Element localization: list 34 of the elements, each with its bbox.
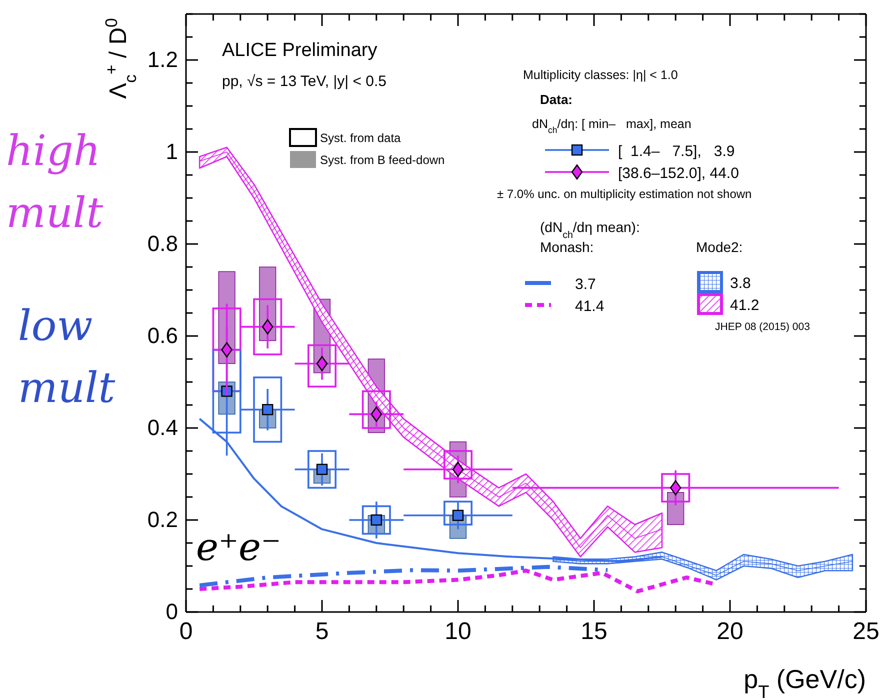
legend-label: 3.8 (730, 275, 751, 292)
text: low mult (18, 301, 116, 412)
annotation: ± 7.0% unc. on multiplicity estimation not shown (497, 187, 752, 201)
x-tick-label: 20 (716, 618, 744, 646)
annotation: (dN$_{ch}$/dη mean): (540, 219, 640, 240)
annotation: Mode2: (696, 239, 743, 255)
x-axis-title: p$_{T}$ (GeV/c) (744, 664, 866, 700)
y-tick-label: 1.2 (147, 47, 178, 72)
x-tick-label: 10 (444, 618, 472, 646)
legend-label: 41.4 (575, 298, 604, 315)
x-tick-label: 25 (852, 618, 880, 646)
x-tick-label: 15 (580, 618, 608, 646)
annotation: pp, √s = 13 TeV, |y| < 0.5 (222, 73, 386, 90)
x-tick-label: 5 (315, 618, 329, 646)
y-tick-label: 0.4 (147, 415, 178, 440)
y-tick-label: 1 (166, 139, 178, 164)
annotation: Data: (540, 92, 573, 107)
annotation: Syst. from B feed-down (320, 153, 445, 167)
y-tick-label: 0.2 (147, 507, 178, 532)
legend-label: [ 1.4– 7.5], 3.9 (618, 143, 735, 160)
annotation: Monash: (540, 239, 594, 255)
legend-label: 3.7 (575, 276, 596, 293)
annotation: Multiplicity classes: |η| < 1.0 (523, 68, 678, 82)
y-tick-label: 0 (166, 599, 178, 624)
y-tick-label: 0.6 (147, 323, 178, 348)
legend-label: 41.2 (730, 297, 760, 314)
text: high mult (6, 126, 104, 237)
annotation: dN$_{ch}$/dη: [ min– max], mean (532, 117, 692, 135)
y-tick-label: 0.8 (147, 231, 178, 256)
legend-label: [38.6–152.0], 44.0 (618, 165, 739, 182)
annotation: e⁺e⁻ (196, 525, 282, 569)
annotation: JHEP 08 (2015) 003 (715, 321, 810, 333)
annotation: ALICE Preliminary (222, 40, 378, 61)
annotation: Syst. from data (320, 131, 402, 145)
